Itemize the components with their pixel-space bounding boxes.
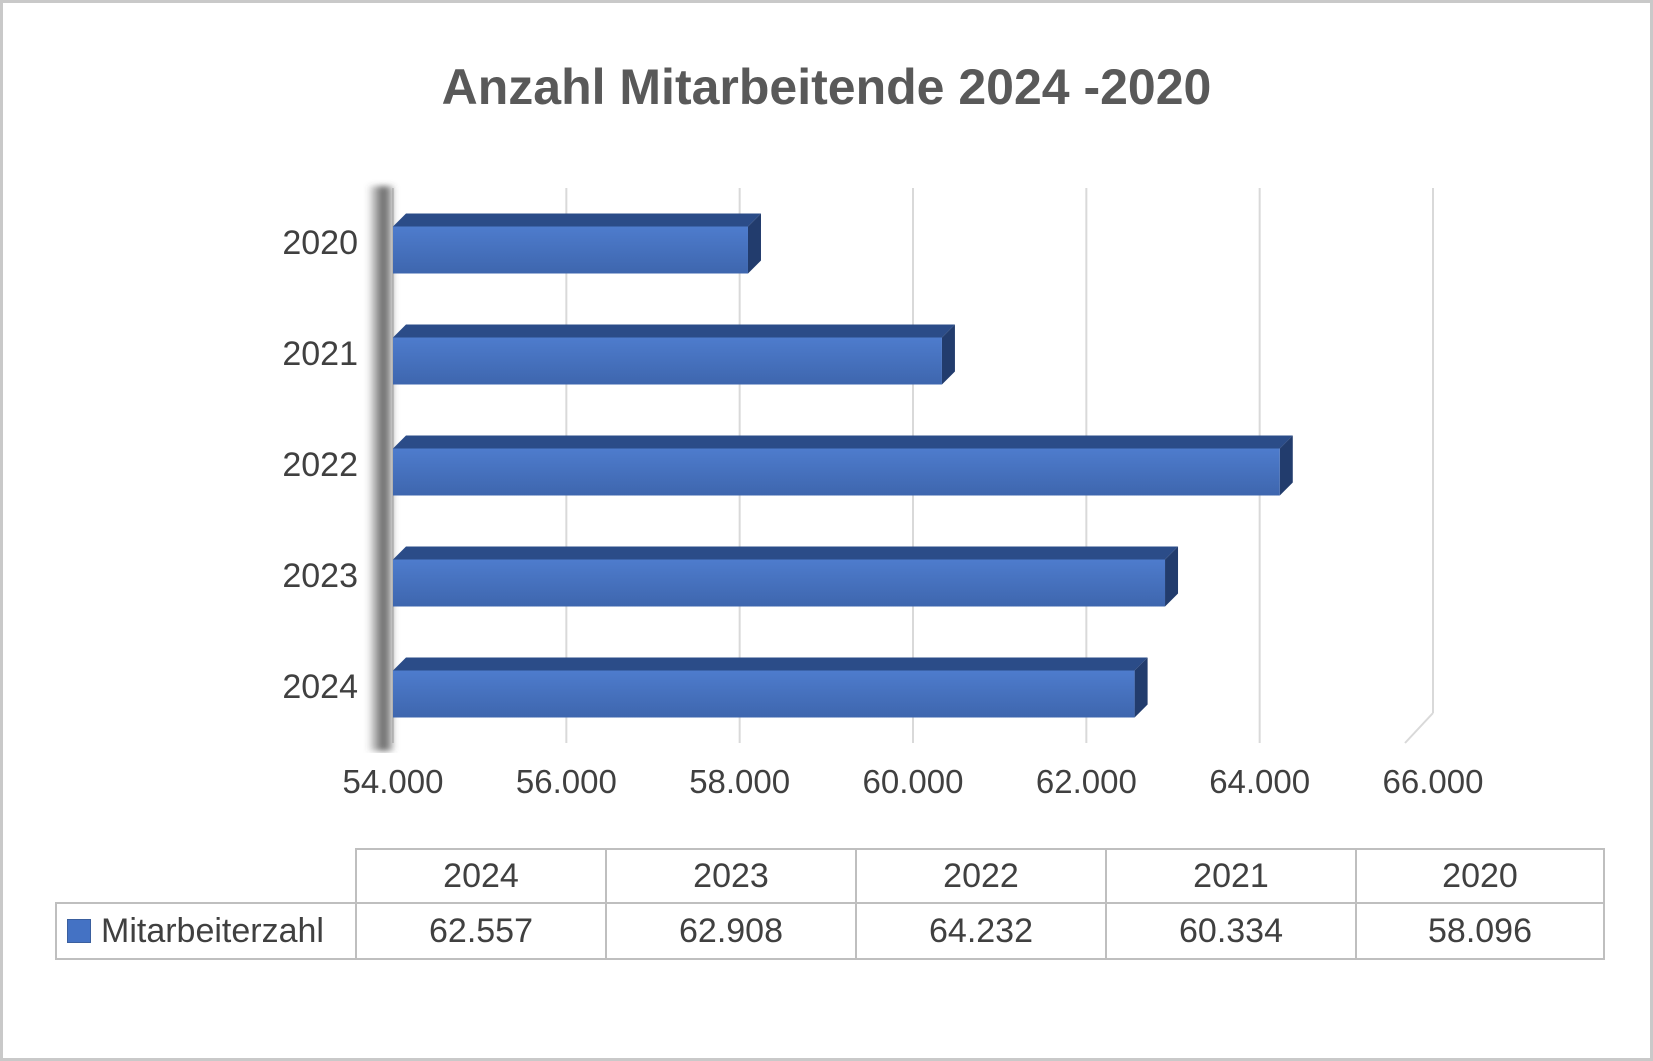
- chart-title: Anzahl Mitarbeitende 2024 -2020: [441, 59, 1212, 115]
- bar-side-face: [1279, 435, 1293, 496]
- tick-label: 60.000: [862, 763, 964, 800]
- bar-2022: [393, 435, 1293, 496]
- table-value-2023: 62.908: [605, 902, 855, 960]
- legend-swatch-icon: [67, 919, 91, 943]
- bar-2024: [393, 657, 1148, 718]
- bar-side-face: [941, 324, 955, 385]
- bar-2021: [393, 324, 955, 385]
- data-table: 2024 2023 2022 2021 2020 Mitarbeiterzahl…: [55, 848, 1605, 960]
- bar-front-face: [393, 670, 1135, 718]
- category-label-2020: 2020: [282, 224, 358, 262]
- table-value-2024: 62.557: [355, 902, 605, 960]
- bar-front-face: [393, 226, 748, 274]
- table-header-2024: 2024: [355, 848, 605, 902]
- bar-front-face: [393, 337, 942, 385]
- table-header-2022: 2022: [855, 848, 1105, 902]
- tick-label: 66.000: [1382, 763, 1484, 800]
- category-axis: 2020 2021 2022 2023 2024: [133, 188, 358, 743]
- category-label-2022: 2022: [282, 446, 358, 484]
- wall-shadow: [367, 186, 395, 751]
- bar-2020: [393, 213, 761, 274]
- category-label-2023: 2023: [282, 557, 358, 595]
- bar-side-face: [747, 213, 761, 274]
- table-header-2021: 2021: [1105, 848, 1355, 902]
- tick-label: 64.000: [1209, 763, 1311, 800]
- bar-top-face: [393, 213, 761, 227]
- bar-side-face: [1134, 657, 1148, 718]
- category-label-2021: 2021: [282, 335, 358, 373]
- category-label-2024: 2024: [282, 668, 358, 706]
- plot-area: [367, 186, 1434, 751]
- legend-cell: Mitarbeiterzahl: [55, 902, 355, 960]
- table-corner-cell: [55, 848, 355, 902]
- bar-front-face: [393, 448, 1280, 496]
- floor-edge: [1404, 712, 1434, 744]
- bar-top-face: [393, 324, 955, 338]
- table-value-2021: 60.334: [1105, 902, 1355, 960]
- tick-label: 62.000: [1035, 763, 1137, 800]
- table-value-2022: 64.232: [855, 902, 1105, 960]
- bar-side-face: [1165, 546, 1179, 607]
- tick-label: 54.000: [342, 763, 444, 800]
- value-axis: 54.000 56.000 58.000 60.000 62.000 64.00…: [343, 763, 1484, 809]
- table-header-2023: 2023: [605, 848, 855, 902]
- tick-label: 56.000: [515, 763, 617, 800]
- bar-top-face: [393, 657, 1148, 671]
- table-value-2020: 58.096: [1355, 902, 1605, 960]
- tick-label: 58.000: [689, 763, 791, 800]
- bar-top-face: [393, 435, 1293, 449]
- legend-series-label: Mitarbeiterzahl: [101, 911, 324, 950]
- bar-top-face: [393, 546, 1179, 560]
- bar-front-face: [393, 559, 1166, 607]
- table-header-2020: 2020: [1355, 848, 1605, 902]
- bar-2023: [393, 546, 1179, 607]
